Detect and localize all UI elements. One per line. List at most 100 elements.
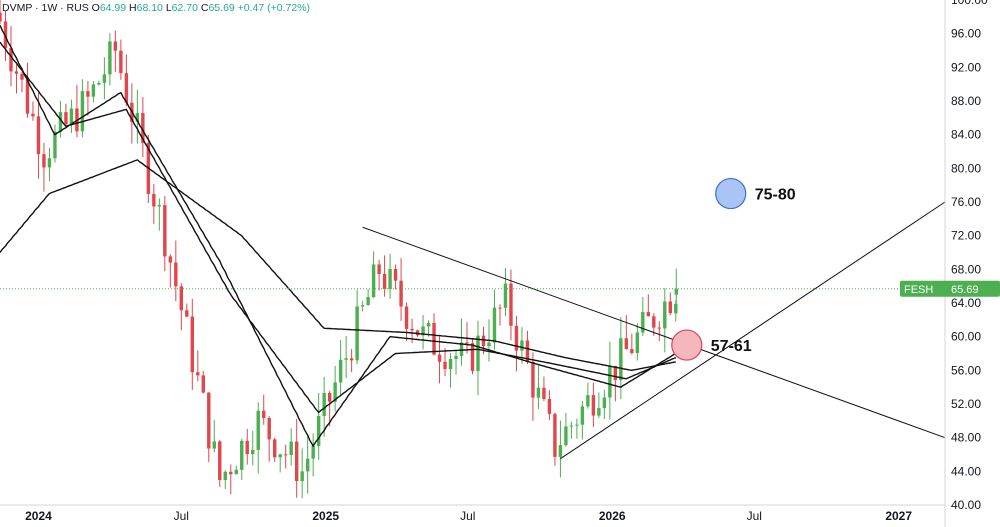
candle-body <box>608 365 612 398</box>
candle-body <box>382 274 387 289</box>
candle-body <box>674 303 678 314</box>
open-value: 64.99 <box>99 2 127 14</box>
price-axis[interactable]: 100.00 96.00 92.00 88.00 84.00 80.00 76.00 72.0… <box>944 0 988 527</box>
candle-body <box>635 332 640 354</box>
candle-body <box>256 410 260 450</box>
candle-body <box>371 264 376 298</box>
open-label: O <box>91 2 100 14</box>
candle-body <box>53 131 57 159</box>
candle-body <box>558 445 563 457</box>
candle-body <box>294 441 299 482</box>
candle-body <box>487 342 491 347</box>
candle-body <box>553 413 557 457</box>
candle-body <box>454 355 458 359</box>
candle-body <box>47 158 52 168</box>
candle-body <box>399 280 403 307</box>
candle-body <box>366 297 370 306</box>
candle-body <box>14 71 19 74</box>
close-label: C <box>200 2 209 14</box>
candle-body <box>657 327 662 329</box>
candle-body <box>25 79 30 114</box>
candle-body <box>674 288 678 295</box>
candle-body <box>531 361 535 398</box>
time-axis[interactable]: 2024 Jul 2025 Jul 2026 Jul 2027 <box>0 504 945 523</box>
high-value: 68.10 <box>136 2 163 14</box>
candle-body <box>311 446 315 459</box>
time-tick-label: Jul <box>747 509 762 523</box>
moving-averages <box>0 25 677 447</box>
time-tick-label: Jul <box>174 509 189 523</box>
candle-body <box>459 342 464 356</box>
candle-body <box>355 306 359 361</box>
candle-body <box>503 283 508 308</box>
candle-body <box>619 338 623 381</box>
candle-body <box>602 397 607 409</box>
candle-body <box>448 358 453 370</box>
price-tag-value: 65.69 <box>951 284 979 296</box>
ohlc-header: DVMP · 1W · RUS O64.99 H68.10 L62.70 C65… <box>0 2 315 18</box>
candle-body <box>432 322 436 355</box>
trendlines <box>362 201 946 460</box>
candle-body <box>388 269 392 289</box>
price-tick-label: 64.00 <box>951 296 981 310</box>
candle-body <box>426 322 431 327</box>
candle-body <box>251 449 255 455</box>
candle-body <box>542 387 546 399</box>
candle-body <box>196 372 200 376</box>
candle-body <box>338 359 343 383</box>
target-marker <box>715 177 747 210</box>
candle-body <box>624 338 629 350</box>
price-tick-label: 56.00 <box>951 363 981 377</box>
candle-body <box>157 205 162 207</box>
candle-body <box>663 301 667 329</box>
price-tick-label: 40.00 <box>951 498 981 512</box>
candle-body <box>404 306 409 329</box>
candle-body <box>31 113 35 117</box>
time-tick-label: 2024 <box>25 509 52 523</box>
candle-body <box>481 335 486 347</box>
moving-average-line <box>0 41 677 414</box>
candle-body <box>421 326 425 336</box>
price-tick-label: 68.00 <box>951 262 981 276</box>
candle-body <box>36 116 41 155</box>
close-value: 65.69 <box>208 2 235 14</box>
candle-body <box>597 408 601 416</box>
candle-body <box>641 312 645 333</box>
candle-body <box>586 395 590 407</box>
moving-average-line <box>0 159 676 371</box>
candle-body <box>97 82 101 85</box>
candle-body <box>201 375 205 393</box>
change-value: +0.47 (+0.72%) <box>237 2 311 14</box>
moving-average-line <box>0 25 677 447</box>
candle-body <box>333 382 337 402</box>
annotations: 75-80 57-61 <box>671 177 796 361</box>
candle-body <box>525 340 530 362</box>
candle-body <box>349 358 354 361</box>
candle-body <box>245 440 249 455</box>
low-label: L <box>165 2 172 14</box>
low-value: 62.70 <box>171 2 198 14</box>
candle-body <box>613 365 618 381</box>
last-price-tag: FESH 65.69 <box>0 280 1000 297</box>
price-tag-box <box>900 280 1000 297</box>
candle-body <box>360 305 365 307</box>
candle-body <box>498 307 502 309</box>
candle-body <box>102 74 107 83</box>
candle-body <box>124 73 129 103</box>
candle-body <box>344 358 348 360</box>
price-tick-label: 60.00 <box>951 330 981 344</box>
price-tick-label: 100.00 <box>951 0 988 7</box>
candle-body <box>267 418 271 440</box>
candle-body <box>229 471 233 475</box>
candle-body <box>190 316 194 373</box>
candle-body <box>86 91 90 97</box>
trendline <box>560 201 946 460</box>
candle-body <box>262 410 266 419</box>
candle-body <box>393 269 398 281</box>
candle-body <box>283 454 288 456</box>
time-tick-label: Jul <box>460 509 475 523</box>
candle-body <box>536 387 541 398</box>
candle-body <box>437 354 442 362</box>
symbol-label[interactable]: DVMP · 1W · RUS <box>2 2 89 14</box>
